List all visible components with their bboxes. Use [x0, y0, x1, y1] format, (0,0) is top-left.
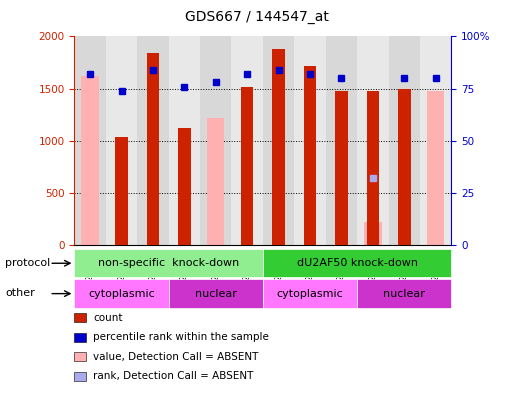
Bar	[263, 249, 451, 277]
Bar	[272, 49, 285, 245]
Bar	[169, 36, 200, 245]
Bar	[367, 91, 379, 245]
Bar	[335, 91, 348, 245]
Text: value, Detection Call = ABSENT: value, Detection Call = ABSENT	[93, 352, 259, 362]
Bar	[200, 36, 231, 245]
Bar	[207, 118, 224, 245]
Bar	[147, 53, 159, 245]
Bar	[74, 279, 169, 308]
Text: other: other	[5, 288, 35, 298]
Text: dU2AF50 knock-down: dU2AF50 knock-down	[297, 258, 418, 268]
Bar	[420, 36, 451, 245]
Bar	[169, 279, 263, 308]
Bar	[427, 91, 444, 245]
Bar	[364, 222, 382, 245]
Text: GDS667 / 144547_at: GDS667 / 144547_at	[185, 10, 328, 24]
Bar	[326, 36, 357, 245]
Text: cytoplasmic: cytoplasmic	[88, 289, 155, 298]
Bar	[304, 66, 317, 245]
Text: nuclear: nuclear	[195, 289, 236, 298]
Bar	[74, 36, 106, 245]
Text: non-specific  knock-down: non-specific knock-down	[98, 258, 239, 268]
Bar	[398, 89, 410, 245]
Bar	[294, 36, 326, 245]
Bar	[82, 76, 98, 245]
Bar	[357, 36, 388, 245]
Text: cytoplasmic: cytoplasmic	[277, 289, 343, 298]
Bar	[263, 36, 294, 245]
Bar	[115, 136, 128, 245]
Text: protocol: protocol	[5, 258, 50, 268]
Bar	[106, 36, 137, 245]
Text: nuclear: nuclear	[383, 289, 425, 298]
Bar	[388, 36, 420, 245]
Text: rank, Detection Call = ABSENT: rank, Detection Call = ABSENT	[93, 371, 254, 381]
Bar	[178, 128, 191, 245]
Bar	[263, 279, 357, 308]
Text: percentile rank within the sample: percentile rank within the sample	[93, 333, 269, 342]
Bar	[357, 279, 451, 308]
Bar	[231, 36, 263, 245]
Bar	[74, 249, 263, 277]
Bar	[241, 87, 253, 245]
Bar	[137, 36, 169, 245]
Text: count: count	[93, 313, 123, 323]
